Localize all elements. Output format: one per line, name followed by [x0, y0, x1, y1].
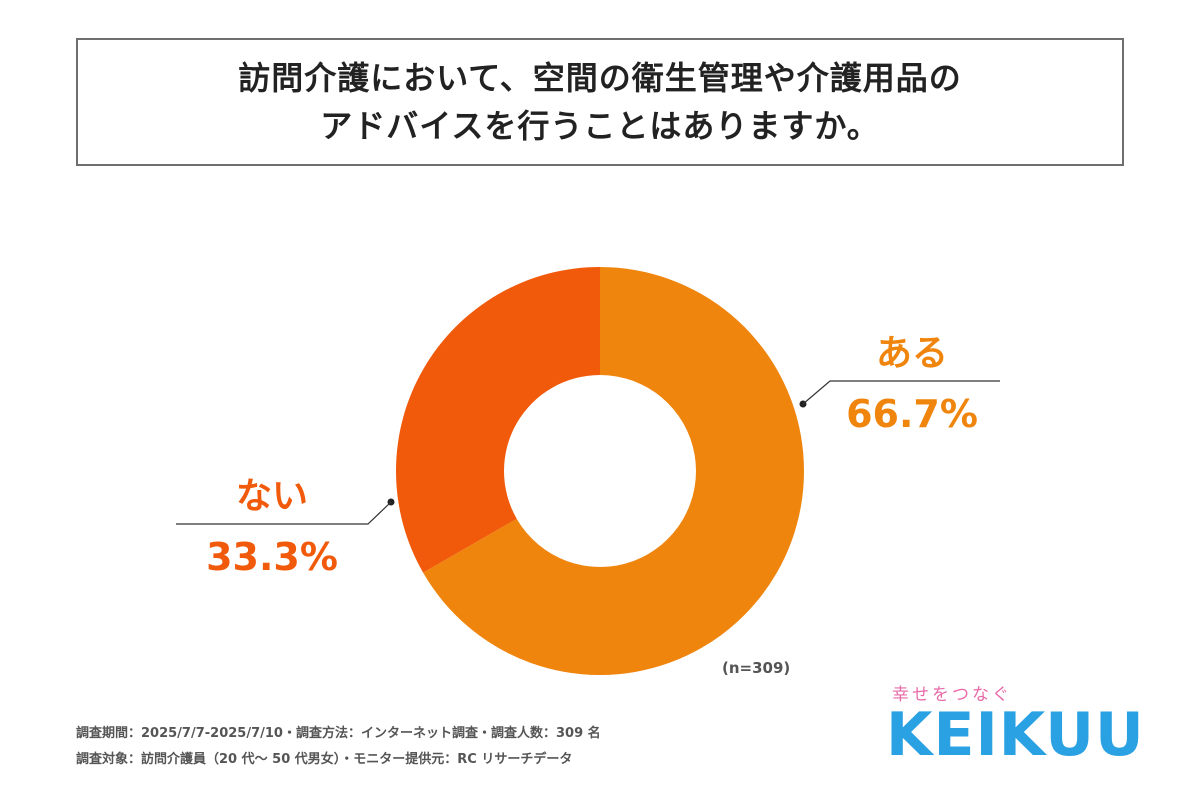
sample-size-label: (n=309) — [722, 659, 791, 677]
survey-footnotes: 調査期間：2025/7/7-2025/7/10・調査方法：インターネット調査・調… — [76, 721, 601, 773]
title-box: 訪問介護において、空間の衛生管理や介護用品の アドバイスを行うことはありますか。 — [76, 38, 1124, 166]
slice-value-label: 33.3% — [206, 535, 338, 579]
footnote-line-2: 調査対象：訪問介護員（20 代〜 50 代男女）・モニター提供元：RC リサーチ… — [76, 752, 573, 767]
footnote-line-1: 調査期間：2025/7/7-2025/7/10・調査方法：インターネット調査・調… — [76, 726, 601, 741]
chart-title-line-1: 訪問介護において、空間の衛生管理や介護用品の — [238, 59, 962, 97]
leader-line — [176, 501, 392, 525]
brand-logo: KEIKUU — [886, 700, 1145, 770]
donut-slice-no — [396, 267, 600, 573]
donut-slice-yes — [423, 267, 804, 676]
leader-line — [802, 380, 1000, 405]
slice-value-label: 66.7% — [846, 392, 978, 436]
slice-label: ない — [236, 476, 308, 517]
chart-title-line-2: アドバイスを行うことはありますか。 — [320, 107, 880, 145]
brand-tagline: 幸せをつなぐ — [892, 685, 1012, 705]
slice-label: ある — [876, 333, 948, 374]
